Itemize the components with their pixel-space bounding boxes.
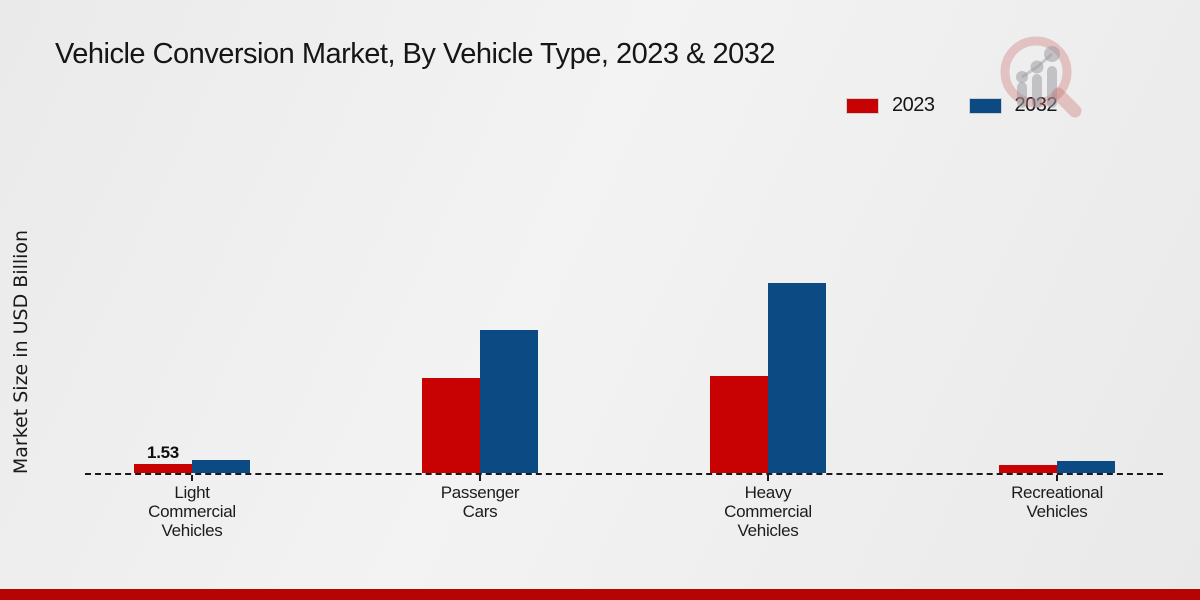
chart-title: Vehicle Conversion Market, By Vehicle Ty… [55,38,775,70]
bar-2023-heavy-commercial-vehicles [710,376,768,473]
legend-swatch-2032 [968,97,1002,114]
x-axis-tick-passenger-cars [479,475,481,481]
bar-2023-light-commercial-vehicles [134,464,192,473]
x-axis-tick-heavy-commercial-vehicles [767,475,769,481]
legend-swatch-2023 [846,97,879,114]
bar-2023-passenger-cars [422,378,480,473]
x-axis-baseline [85,473,1163,475]
category-label-passenger-cars: Passenger Cars [440,483,520,521]
bar-2023-recreational-vehicles [999,465,1057,473]
footer-accent-bar [0,589,1200,600]
category-label-recreational-vehicles: Recreational Vehicles [1011,483,1103,521]
category-label-heavy-commercial-vehicles: Heavy Commercial Vehicles [724,483,812,540]
legend-label-2023: 2023 [892,94,935,116]
bar-2032-light-commercial-vehicles [192,460,250,473]
bar-value-label-2023-light-commercial-vehicles: 1.53 [147,443,179,462]
x-axis-tick-recreational-vehicles [1056,475,1058,481]
bar-2032-recreational-vehicles [1057,461,1115,473]
category-label-light-commercial-vehicles: Light Commercial Vehicles [148,483,236,540]
bar-2032-passenger-cars [480,330,538,473]
magnifier-chart-logo-icon [1000,36,1082,118]
legend-item-2023: 2023 [846,94,935,117]
bar-2032-heavy-commercial-vehicles [768,283,826,473]
x-axis-tick-light-commercial-vehicles [191,475,193,481]
